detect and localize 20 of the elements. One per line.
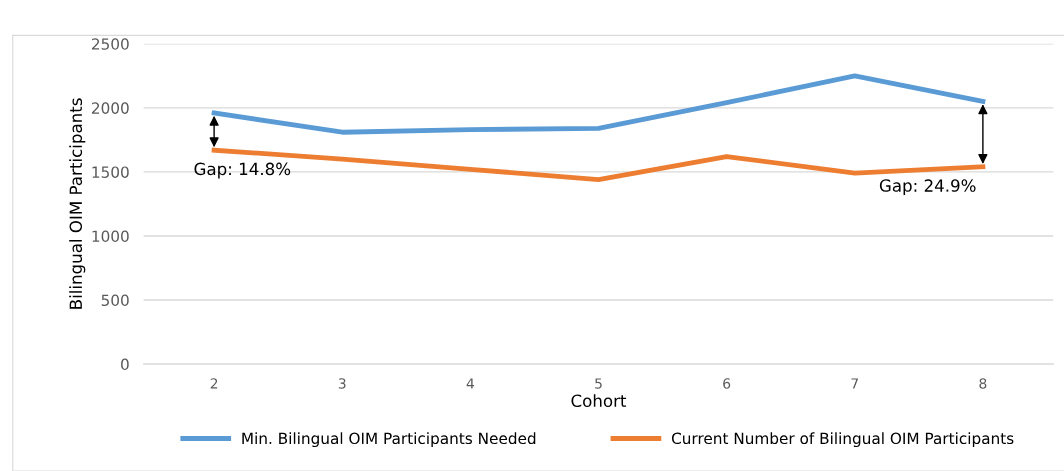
legend-label: Min. Bilingual OIM Participants Needed bbox=[242, 432, 536, 448]
x-tick-label: 2 bbox=[210, 378, 218, 389]
y-tick-label: 2000 bbox=[91, 102, 129, 114]
annotation: Gap: 14.8% bbox=[194, 162, 291, 179]
x-tick-label: 3 bbox=[338, 378, 346, 389]
x-tick-label: 7 bbox=[851, 378, 858, 389]
y-axis-title: Bilingual OIM Participants bbox=[69, 98, 86, 309]
x-tick-label: 4 bbox=[466, 378, 475, 389]
x-tick-label: 6 bbox=[723, 378, 731, 389]
x-tick-label: 8 bbox=[979, 378, 987, 389]
x-tick-label: 5 bbox=[595, 378, 602, 389]
y-tick-label: 500 bbox=[101, 294, 129, 307]
annotation: Gap: 24.9% bbox=[879, 179, 976, 196]
y-tick-label: 1500 bbox=[92, 166, 129, 178]
y-tick-label: 0 bbox=[121, 358, 129, 371]
line-series bbox=[211, 73, 986, 135]
x-axis-title: Cohort bbox=[571, 394, 627, 408]
legend-label: Current Number of Bilingual OIM Participants bbox=[671, 432, 1014, 448]
y-tick-label: 1000 bbox=[92, 230, 129, 242]
y-tick-label: 2500 bbox=[91, 38, 129, 50]
